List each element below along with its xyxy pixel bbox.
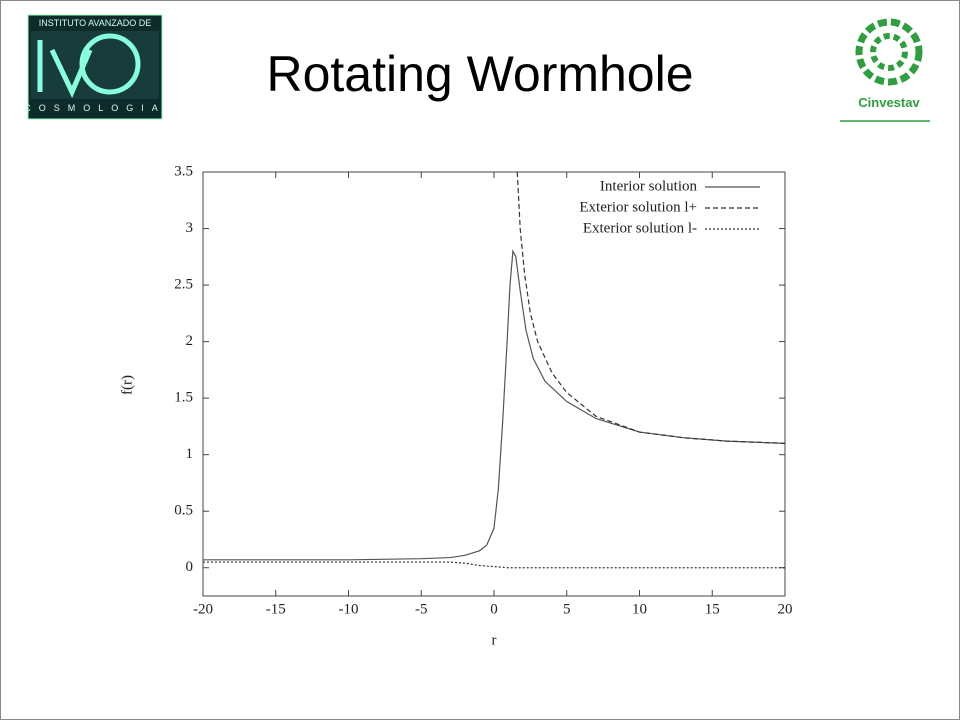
x-tick-label: -10: [339, 601, 359, 617]
x-tick-label: 20: [778, 601, 793, 617]
line-series: [516, 172, 785, 444]
y-tick-label: 3.5: [174, 163, 193, 179]
x-tick-label: -15: [266, 601, 286, 617]
legend-label: Interior solution: [600, 178, 698, 194]
x-tick-label: 5: [563, 601, 571, 617]
logo-text: INSTITUTO AVANZADO DE: [39, 18, 152, 28]
y-tick-label: 1: [186, 446, 194, 462]
x-tick-label: -20: [193, 601, 213, 617]
y-tick-label: 1.5: [174, 390, 193, 406]
y-tick-label: 0.5: [174, 503, 193, 519]
plot: -20 -15 -10 -5 0 5 10 15 20 0 0.5 1 1.5 2 2.5 3 3.5 r f(r)…: [119, 163, 792, 648]
y-axis-label: f(r): [119, 375, 135, 395]
line-series: [203, 561, 785, 569]
slide-title: Rotating Wormhole: [266, 46, 693, 102]
y-tick-label: 0: [186, 559, 194, 575]
y-tick-label: 2.5: [174, 277, 193, 293]
right-logo: Cinvestav: [840, 18, 930, 122]
legend-label: Exterior solution l+: [579, 199, 697, 215]
y-tick-label: 2: [186, 333, 194, 349]
x-tick-label: 15: [705, 601, 720, 617]
x-tick-label: -5: [415, 601, 428, 617]
logo-text: COSMOLOGIA: [24, 103, 166, 113]
x-tick-label: 10: [632, 601, 647, 617]
line-series: [203, 249, 785, 561]
x-tick-label: 0: [490, 601, 498, 617]
series-group: [203, 172, 785, 569]
x-axis-label: r: [492, 632, 497, 648]
left-logo: INSTITUTO AVANZADO DE COSMOLOGIA: [24, 14, 166, 120]
y-tick-label: 3: [186, 220, 194, 236]
legend-label: Exterior solution l-: [583, 220, 697, 236]
logo-text: Cinvestav: [858, 95, 920, 110]
